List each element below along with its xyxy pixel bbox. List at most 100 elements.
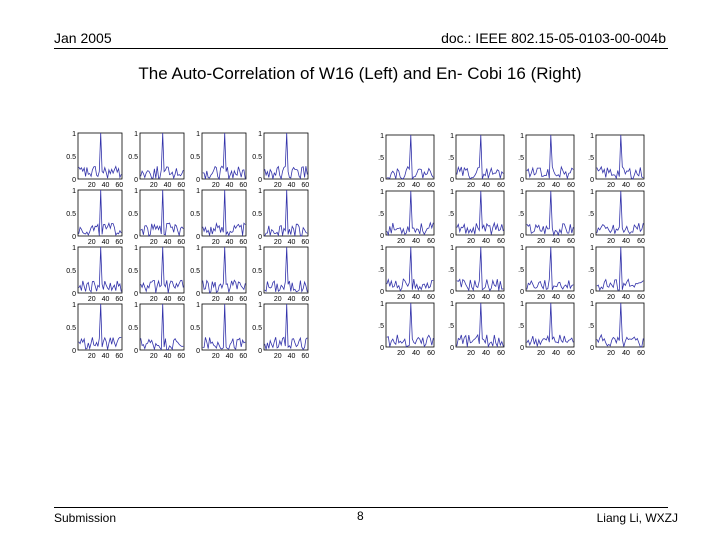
x-tick-label: 20 bbox=[607, 350, 615, 357]
x-tick-label: 40 bbox=[482, 350, 490, 357]
y-tick-label: 0 bbox=[590, 177, 594, 184]
x-tick-label: 60 bbox=[115, 296, 123, 303]
autocorrelation-line bbox=[78, 303, 122, 350]
y-tick-label: .5 bbox=[518, 267, 524, 274]
subplot-r4-c3: 0 0.5 1 20 40 60 bbox=[190, 302, 247, 359]
x-tick-label: 40 bbox=[288, 239, 296, 246]
x-tick-label: 40 bbox=[552, 238, 560, 245]
x-tick-label: 40 bbox=[102, 182, 110, 189]
x-tick-label: 40 bbox=[622, 294, 630, 301]
x-tick-label: 20 bbox=[88, 182, 96, 189]
autocorrelation-line bbox=[202, 189, 246, 237]
x-tick-label: 40 bbox=[412, 238, 420, 245]
y-tick-label: 0.5 bbox=[128, 325, 138, 332]
y-tick-label: .5 bbox=[378, 211, 384, 218]
subplot-r3-c2: 0 0.5 1 20 40 60 bbox=[128, 245, 185, 303]
y-tick-label: 0 bbox=[380, 177, 384, 184]
x-tick-label: 60 bbox=[239, 239, 247, 246]
x-tick-label: 40 bbox=[102, 296, 110, 303]
x-tick-label: 40 bbox=[482, 294, 490, 301]
x-tick-label: 40 bbox=[412, 294, 420, 301]
autocorrelation-line bbox=[386, 190, 434, 237]
x-tick-label: 60 bbox=[427, 294, 435, 301]
autocorrelation-line bbox=[202, 246, 246, 294]
x-tick-label: 60 bbox=[301, 239, 309, 246]
y-tick-label: 0.5 bbox=[190, 211, 200, 218]
subplot-r3-c4: 0 .5 1 20 40 60 bbox=[588, 245, 645, 301]
y-tick-label: 0 bbox=[134, 348, 138, 355]
y-tick-label: .5 bbox=[588, 267, 594, 274]
y-tick-label: 0.5 bbox=[252, 154, 262, 161]
x-tick-label: 60 bbox=[567, 294, 575, 301]
y-tick-label: 0.5 bbox=[190, 268, 200, 275]
y-tick-label: 0 bbox=[72, 348, 76, 355]
x-tick-label: 40 bbox=[164, 239, 172, 246]
x-tick-label: 20 bbox=[88, 239, 96, 246]
y-tick-label: 0 bbox=[134, 234, 138, 241]
subplot-r4-c2: 0 .5 1 20 40 60 bbox=[448, 301, 505, 357]
y-tick-label: 0 bbox=[450, 289, 454, 296]
subplot-r2-c3: 0 0.5 1 20 40 60 bbox=[190, 188, 247, 246]
y-tick-label: 1 bbox=[258, 188, 262, 195]
y-tick-label: 1 bbox=[520, 245, 524, 252]
x-tick-label: 20 bbox=[150, 296, 158, 303]
x-tick-label: 60 bbox=[637, 182, 645, 189]
y-tick-label: .5 bbox=[518, 155, 524, 162]
en-cobi16-autocorrelation-figure: 0 .5 1 20 40 60 0 .5 1 20 40 60 0 .5 1 20 40 60 0 .5 1 20 40 60… bbox=[378, 133, 645, 357]
y-tick-label: 1 bbox=[258, 131, 262, 138]
x-tick-label: 20 bbox=[274, 182, 282, 189]
autocorrelation-line bbox=[456, 134, 504, 180]
x-tick-label: 40 bbox=[226, 182, 234, 189]
y-tick-label: 0 bbox=[590, 289, 594, 296]
y-tick-label: 1 bbox=[72, 245, 76, 252]
x-tick-label: 40 bbox=[226, 239, 234, 246]
y-tick-label: 0 bbox=[134, 291, 138, 298]
subplot-r4-c1: 0 0.5 1 20 40 60 bbox=[66, 302, 123, 359]
y-tick-label: 0 bbox=[450, 177, 454, 184]
autocorrelation-line bbox=[264, 246, 308, 293]
y-tick-label: 1 bbox=[134, 131, 138, 138]
subplot-r2-c2: 0 0.5 1 20 40 60 bbox=[128, 188, 185, 246]
subplot-r2-c3: 0 .5 1 20 40 60 bbox=[518, 189, 575, 245]
y-tick-label: 1 bbox=[450, 189, 454, 196]
y-tick-label: 0.5 bbox=[252, 211, 262, 218]
x-tick-label: 20 bbox=[467, 238, 475, 245]
subplot-r3-c4: 0 0.5 1 20 40 60 bbox=[252, 245, 309, 303]
x-tick-label: 40 bbox=[622, 350, 630, 357]
x-tick-label: 60 bbox=[115, 182, 123, 189]
autocorrelation-line bbox=[264, 132, 308, 181]
x-tick-label: 60 bbox=[301, 182, 309, 189]
y-tick-label: 1 bbox=[590, 245, 594, 252]
x-tick-label: 20 bbox=[397, 238, 405, 245]
x-tick-label: 40 bbox=[102, 239, 110, 246]
y-tick-label: 0 bbox=[380, 233, 384, 240]
x-tick-label: 20 bbox=[537, 294, 545, 301]
y-tick-label: 0 bbox=[590, 345, 594, 352]
footer-author: Liang Li, WXZJ bbox=[596, 511, 678, 525]
y-tick-label: .5 bbox=[518, 211, 524, 218]
subplot-r2-c4: 0 0.5 1 20 40 60 bbox=[252, 188, 309, 246]
x-tick-label: 40 bbox=[482, 238, 490, 245]
header-date: Jan 2005 bbox=[54, 30, 112, 46]
subplot-r2-c2: 0 .5 1 20 40 60 bbox=[448, 189, 505, 245]
x-tick-label: 60 bbox=[177, 239, 185, 246]
x-tick-label: 20 bbox=[212, 239, 220, 246]
x-tick-label: 40 bbox=[288, 182, 296, 189]
autocorrelation-line bbox=[202, 132, 246, 181]
x-tick-label: 60 bbox=[497, 294, 505, 301]
x-tick-label: 40 bbox=[288, 296, 296, 303]
autocorrelation-line bbox=[386, 134, 434, 181]
x-tick-label: 20 bbox=[150, 239, 158, 246]
y-tick-label: 1 bbox=[380, 133, 384, 140]
y-tick-label: 1 bbox=[380, 189, 384, 196]
subplot-r2-c4: 0 .5 1 20 40 60 bbox=[588, 189, 645, 245]
x-tick-label: 60 bbox=[497, 350, 505, 357]
y-tick-label: 0 bbox=[520, 345, 524, 352]
y-tick-label: 1 bbox=[134, 245, 138, 252]
autocorrelation-line bbox=[78, 189, 122, 237]
subplot-r1-c2: 0 0.5 1 20 40 60 bbox=[128, 131, 185, 189]
subplot-r1-c1: 0 0.5 1 20 40 60 bbox=[66, 131, 123, 189]
x-tick-label: 20 bbox=[467, 294, 475, 301]
footer-submission: Submission bbox=[54, 511, 117, 525]
x-tick-label: 20 bbox=[274, 296, 282, 303]
